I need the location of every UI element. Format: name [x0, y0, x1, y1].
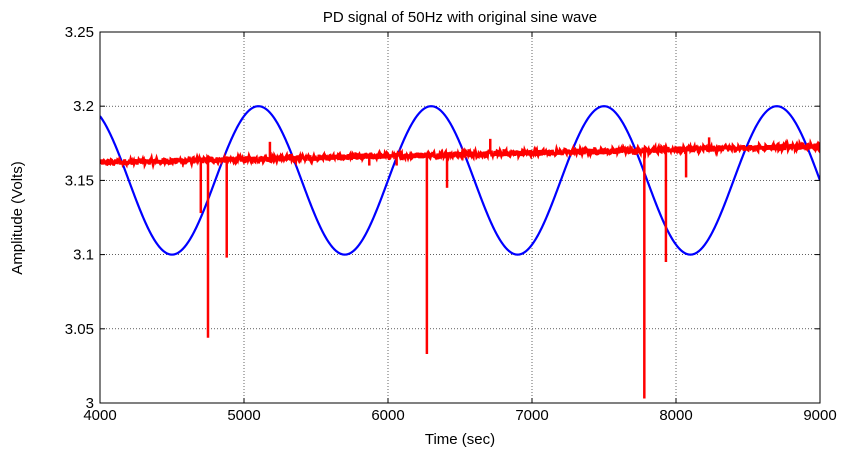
- y-tick-label: 3: [86, 395, 94, 412]
- ticks-layer: 4000 5000 6000 7000 8000 9000 3 3.05 3.1 3.15 3.2 3…: [65, 24, 837, 424]
- plot-frame: [99, 31, 821, 404]
- x-axis-title: Time (sec): [425, 431, 495, 448]
- y-tick-label: 3.15: [65, 172, 94, 189]
- y-tick-label: 3.25: [65, 24, 94, 41]
- y-tick-label: 3.05: [65, 321, 94, 338]
- x-tick-label: 8000: [659, 407, 692, 424]
- x-tick-label: 7000: [515, 407, 548, 424]
- x-tick-label: 6000: [371, 407, 404, 424]
- series-pd-baseline: [100, 138, 820, 171]
- y-axis-title: Amplitude (Volts): [9, 161, 26, 274]
- y-tick-label: 3.1: [73, 247, 94, 264]
- x-tick-label: 5000: [227, 407, 260, 424]
- grid-layer: [100, 32, 820, 403]
- y-tick-label: 3.2: [73, 98, 94, 115]
- series-layer: [100, 105, 820, 399]
- x-tick-label: 9000: [803, 407, 836, 424]
- series-sine-line: [100, 105, 820, 256]
- x-tick-label: 4000: [83, 407, 116, 424]
- chart-title: PD signal of 50Hz with original sine wav…: [323, 9, 597, 26]
